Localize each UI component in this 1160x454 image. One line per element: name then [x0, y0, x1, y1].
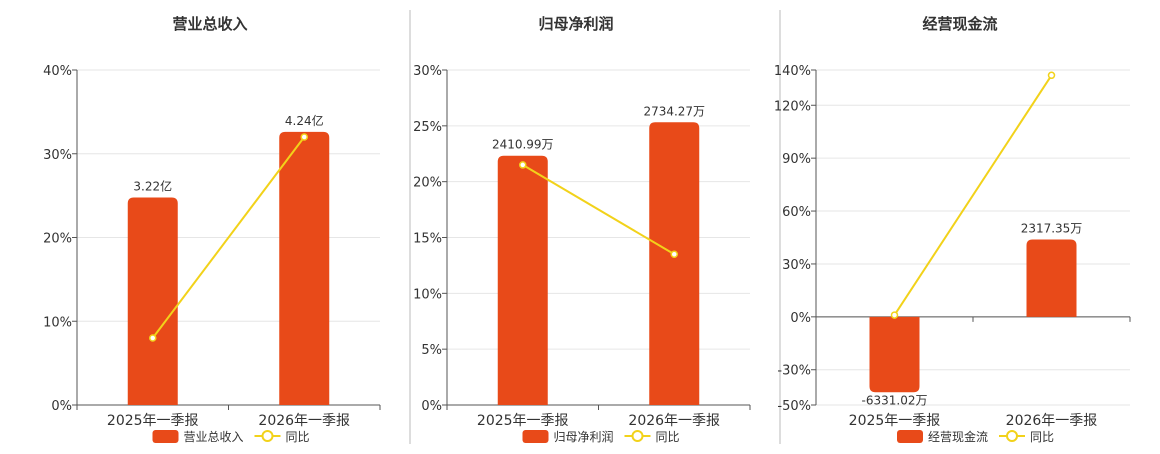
y-tick-label: 15% — [413, 232, 442, 247]
y-tick-label: 40% — [43, 64, 72, 79]
legend-bar-label: 经营现金流 — [928, 429, 988, 444]
yoy-point-1 — [519, 161, 527, 169]
y-tick-label: 20% — [413, 176, 442, 191]
y-tick-label: 120% — [774, 99, 811, 114]
yoy-line — [522, 164, 675, 256]
y-tick-label: 20% — [43, 232, 72, 247]
bar-2 — [1026, 239, 1077, 317]
yoy-point-2 — [670, 250, 678, 258]
y-tick-label: 90% — [782, 152, 811, 167]
x-category-label: 2025年一季报 — [477, 413, 569, 429]
x-category-label: 2025年一季报 — [107, 413, 199, 429]
legend-line-label: 同比 — [656, 430, 680, 444]
y-tick-label: 30% — [43, 148, 72, 163]
yoy-point-2 — [300, 133, 308, 141]
y-tick-label: 0% — [790, 311, 811, 326]
legend-line-marker — [261, 430, 274, 442]
legend-bar-label: 营业总收入 — [184, 430, 244, 444]
chart-title-2: 归母净利润 — [538, 15, 613, 33]
bar-value-label: 2410.99万 — [492, 138, 554, 152]
legend-line-marker — [1006, 430, 1018, 442]
bar-value-label: 2734.27万 — [643, 104, 705, 118]
x-category-label: 2026年一季报 — [1006, 413, 1098, 429]
y-tick-label: 30% — [413, 64, 442, 79]
chart-title-1: 营业总收入 — [172, 15, 247, 33]
legend-bar-swatch — [522, 430, 549, 443]
bar-value-label: 3.22亿 — [133, 179, 172, 194]
y-tick-label: 10% — [413, 287, 442, 302]
yoy-line — [151, 136, 306, 339]
bar-value-label: 4.24亿 — [285, 113, 324, 128]
yoy-point-2 — [1047, 71, 1056, 80]
legend-line-label: 同比 — [1030, 430, 1054, 444]
y-tick-label: 140% — [774, 64, 811, 79]
y-tick-label: 5% — [421, 343, 442, 358]
y-tick-label: 60% — [782, 205, 811, 220]
y-tick-label: -50% — [777, 399, 811, 414]
yoy-point-1 — [149, 334, 157, 342]
y-tick-label: 30% — [782, 258, 811, 273]
legend-line-marker — [631, 430, 644, 442]
legend-line-label: 同比 — [286, 430, 310, 444]
legend-bar-swatch — [897, 430, 923, 443]
legend-bar-swatch — [152, 430, 179, 443]
y-tick-label: 0% — [51, 399, 72, 414]
x-category-label: 2026年一季报 — [628, 413, 720, 429]
yoy-point-1 — [890, 311, 899, 319]
bar-1 — [497, 155, 548, 405]
bar-1 — [869, 316, 920, 393]
bar-1 — [127, 197, 178, 405]
x-category-label: 2025年一季报 — [849, 413, 941, 429]
y-tick-label: 10% — [43, 315, 72, 330]
chart-title-3: 经营现金流 — [922, 15, 997, 33]
bar-value-label: -6331.02万 — [862, 393, 928, 407]
yoy-line — [893, 74, 1053, 316]
bar-value-label: 2317.35万 — [1021, 222, 1083, 236]
y-tick-label: 25% — [413, 120, 442, 135]
legend-bar-label: 归母净利润 — [554, 430, 614, 444]
bar-2 — [279, 131, 330, 405]
bar-2 — [649, 122, 700, 406]
y-tick-label: 0% — [421, 399, 442, 414]
y-tick-label: -30% — [777, 364, 811, 379]
x-category-label: 2026年一季报 — [258, 413, 350, 429]
